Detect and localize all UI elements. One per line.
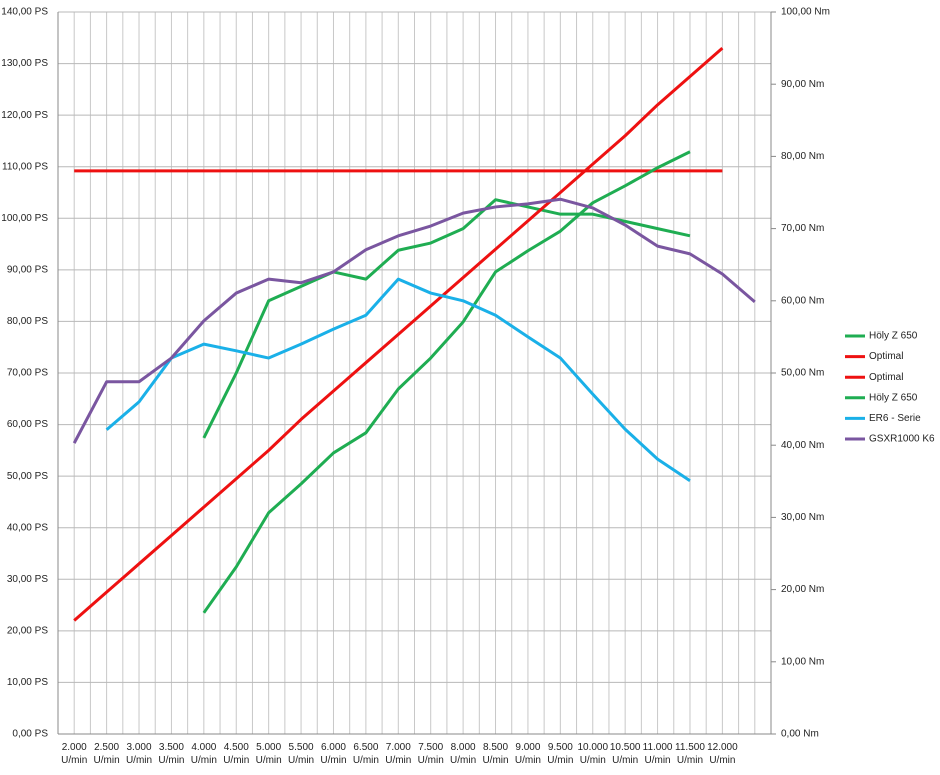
x-tick-label: 2.000 U/min [61,742,88,766]
y2-tick-label: 20,00 Nm [781,584,824,595]
x-tick-label: 10.000 U/min [577,742,609,766]
x-tick-label: 9.500 U/min [547,742,574,766]
y-tick-label: 130,00 PS [1,58,48,69]
x-tick-label: 6.000 U/min [320,742,347,766]
y-tick-label: 30,00 PS [7,574,48,585]
x-tick-label: 3.500 U/min [158,742,185,766]
legend-label: ER6 - Serie [869,413,921,424]
legend-label: Optimal [869,351,903,362]
x-tick-label: 12.000 U/min [707,742,738,766]
y2-tick-label: 60,00 Nm [781,295,824,306]
y-tick-label: 0,00 PS [12,729,48,740]
y-tick-label: 10,00 PS [7,677,48,688]
legend-label: Höly Z 650 [869,392,918,403]
y-tick-label: 50,00 PS [7,471,48,482]
series-line [72,197,756,444]
y2-tick-label: 70,00 Nm [781,223,824,234]
y-tick-label: 90,00 PS [7,264,48,275]
y2-tick-label: 50,00 Nm [781,368,824,379]
y2-tick-label: 90,00 Nm [781,79,824,90]
x-tick-label: 8.500 U/min [482,742,509,766]
x-tick-label: 10.500 U/min [609,742,641,766]
x-tick-label: 2.500 U/min [93,742,120,766]
x-tick-label: 3.000 U/min [125,742,153,766]
y-tick-label: 140,00 PS [1,7,48,18]
y2-tick-label: 40,00 Nm [781,440,824,451]
y2-tick-label: 100,00 Nm [781,7,830,18]
y2-tick-label: 10,00 Nm [781,656,824,667]
y2-tick-label: 80,00 Nm [781,151,824,162]
x-tick-label: 5.000 U/min [255,742,282,766]
x-tick-label: 11.500 U/min [675,742,705,766]
y-tick-label: 70,00 PS [7,368,48,379]
y2-tick-label: 30,00 Nm [781,512,824,523]
y-tick-label: 20,00 PS [7,625,48,636]
y-tick-label: 120,00 PS [1,110,48,121]
series-line [202,150,691,614]
legend-label: Höly Z 650 [869,331,918,342]
x-tick-label: 9.000 U/min [514,742,541,766]
x-tick-label: 4.500 U/min [223,742,250,766]
x-tick-label: 4.000 U/min [190,742,217,766]
legend-label: GSXR1000 K6 [869,434,935,445]
x-tick-label: 8.000 U/min [450,742,477,766]
x-tick-label: 7.500 U/min [417,742,444,766]
y-tick-label: 110,00 PS [2,161,48,172]
series-line [105,277,691,483]
y-tick-label: 100,00 PS [1,213,48,224]
y-tick-label: 60,00 PS [7,419,48,430]
series-line [73,46,724,622]
x-tick-label: 11.000 U/min [642,742,673,766]
y-tick-label: 80,00 PS [7,316,48,327]
x-tick-label: 7.000 U/min [385,742,412,766]
legend-label: Optimal [869,372,903,383]
x-tick-label: 5.500 U/min [288,742,315,766]
y-tick-label: 40,00 PS [7,522,48,533]
y2-tick-label: 0,00 Nm [781,729,819,740]
x-tick-label: 6.500 U/min [352,742,379,766]
